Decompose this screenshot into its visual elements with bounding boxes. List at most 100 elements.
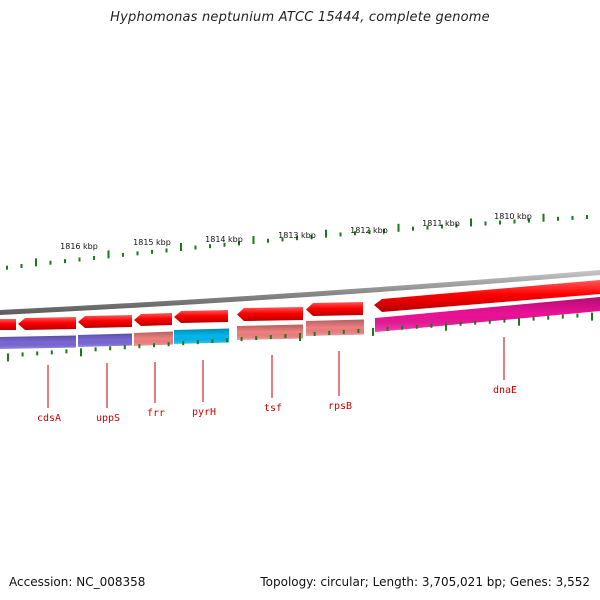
- outer-tick: [455, 223, 458, 228]
- inner-tick: [167, 342, 170, 347]
- outer-tick: [542, 213, 545, 222]
- inner-tick: [401, 325, 404, 330]
- outer-tick: [238, 241, 240, 246]
- outer-tick: [499, 220, 501, 225]
- outer-tick: [470, 218, 472, 227]
- outer-tick: [513, 219, 516, 224]
- genome-backbone: [0, 270, 600, 315]
- outer-tick: [426, 225, 429, 230]
- kbp-label: 1812 kbp: [350, 226, 388, 235]
- cog-bar-shade: [134, 331, 173, 346]
- kbp-label: 1814 kbp: [205, 235, 243, 244]
- gene-label-cdsA: cdsA: [37, 413, 61, 424]
- kbp-labels: 1816 kbp 1815 kbp 1814 kbp 1813 kbp 1812 kbp…: [60, 212, 532, 251]
- inner-tick: [430, 323, 433, 328]
- cog-bar-shade: [78, 333, 132, 347]
- outer-tick: [586, 215, 588, 220]
- outer-tick: [64, 259, 66, 264]
- outer-tick: [107, 250, 110, 259]
- inner-tick: [226, 338, 228, 343]
- kbp-label: 1816 kbp: [60, 242, 98, 251]
- kbp-label: 1815 kbp: [133, 238, 171, 247]
- inner-tick: [123, 345, 126, 350]
- gene-labels: cdsA uppS frr pyrH tsf rpsB dnaE: [37, 337, 517, 424]
- inner-tick: [576, 313, 579, 318]
- cds-arrow: [134, 313, 172, 326]
- outer-tick: [325, 229, 327, 238]
- gene-label-uppS: uppS: [96, 413, 120, 424]
- inner-tick: [21, 352, 24, 357]
- outer-tick: [339, 232, 342, 237]
- inner-tick: [255, 336, 258, 341]
- outer-tick: [6, 265, 8, 270]
- inner-tick: [445, 322, 447, 331]
- inner-tick: [109, 346, 112, 351]
- inner-tick: [138, 344, 141, 349]
- outer-tick: [368, 230, 371, 235]
- cog-bar-shade: [174, 328, 229, 344]
- cds-arrow: [174, 310, 228, 323]
- inner-tick: [518, 317, 520, 326]
- cog-bar-shade: [237, 324, 303, 340]
- inner-tick: [36, 351, 39, 356]
- inner-tick-marks: [7, 312, 593, 362]
- outer-tick: [49, 260, 52, 265]
- outer-tick: [20, 264, 23, 269]
- outer-tick: [165, 248, 168, 253]
- inner-tick: [211, 339, 214, 344]
- outer-tick: [180, 242, 182, 251]
- inner-tick: [459, 321, 462, 326]
- cds-arrow: [78, 315, 132, 328]
- inner-tick: [415, 324, 418, 329]
- inner-tick: [328, 330, 331, 335]
- outer-tick: [310, 234, 313, 239]
- inner-tick: [591, 312, 593, 321]
- cog-bar-shade: [0, 335, 76, 349]
- map-title: Hyphomonas neptunium ATCC 15444, complet…: [110, 10, 490, 25]
- cds-arrow: [18, 317, 76, 330]
- inner-tick: [474, 320, 477, 325]
- kbp-label: 1813 kbp: [278, 231, 316, 240]
- gene-label-tsf: tsf: [264, 403, 282, 414]
- outer-tick: [441, 224, 443, 229]
- outer-tick: [122, 252, 124, 257]
- outer-tick: [151, 249, 153, 254]
- inner-tick: [269, 335, 272, 340]
- inner-tick: [182, 341, 185, 346]
- gene-label-pyrH: pyrH: [192, 407, 216, 418]
- outer-tick: [267, 238, 269, 243]
- outer-tick: [412, 226, 414, 231]
- outer-tick-marks: [6, 213, 588, 270]
- outer-tick: [209, 244, 211, 249]
- gene-label-frr: frr: [147, 408, 165, 419]
- cds-arrow: [374, 280, 600, 312]
- kbp-label: 1811 kbp: [422, 219, 460, 228]
- genome-summary-text: Topology: circular; Length: 3,705,021 bp…: [260, 575, 590, 589]
- cog-bar-shade: [375, 297, 600, 332]
- inner-tick: [313, 331, 316, 336]
- gene-label-rpsB: rpsB: [328, 401, 352, 412]
- inner-tick: [80, 348, 82, 357]
- outer-tick: [194, 245, 197, 250]
- accession-text: Accession: NC_008358: [9, 575, 146, 589]
- cds-arrow: [0, 319, 16, 330]
- outer-tick: [383, 228, 385, 233]
- outer-tick: [397, 223, 400, 232]
- inner-tick: [357, 328, 360, 333]
- outer-tick: [136, 251, 139, 256]
- inner-tick: [503, 318, 506, 323]
- outer-tick: [528, 218, 530, 223]
- cds-track: [0, 280, 600, 330]
- inner-tick: [65, 349, 68, 354]
- inner-tick: [240, 337, 243, 342]
- outer-tick: [354, 231, 356, 236]
- inner-tick: [342, 329, 345, 334]
- inner-tick: [488, 319, 491, 324]
- outer-tick: [281, 237, 284, 242]
- kbp-label: 1810 kbp: [494, 212, 532, 221]
- outer-tick: [296, 236, 298, 241]
- inner-tick: [547, 315, 550, 320]
- inner-tick: [7, 353, 9, 362]
- outer-tick: [223, 242, 226, 247]
- inner-tick: [94, 347, 97, 352]
